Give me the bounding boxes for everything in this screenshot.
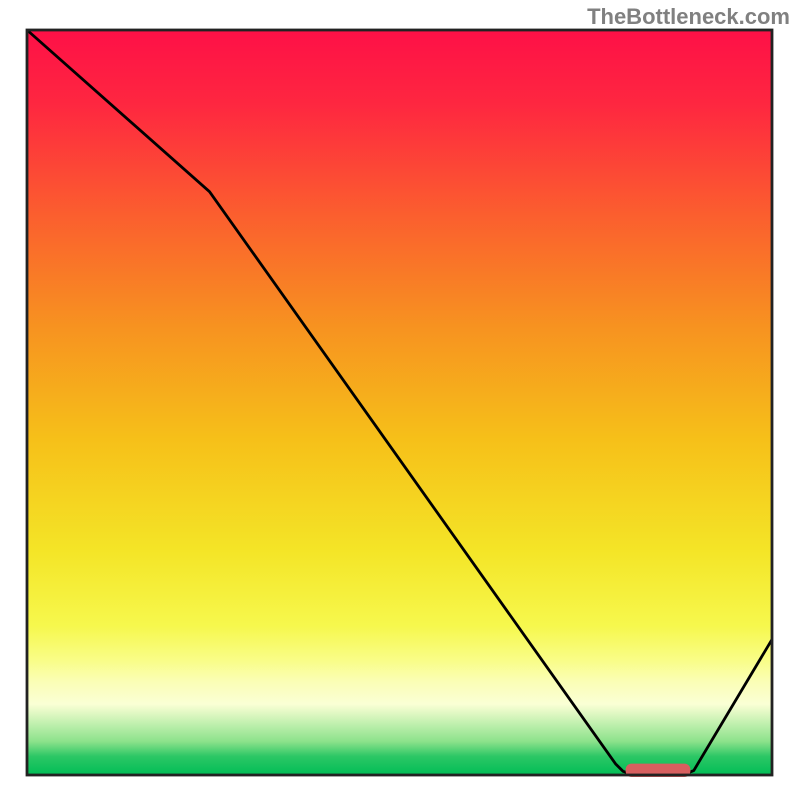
chart-svg [0, 0, 800, 800]
chart-background-gradient [27, 30, 772, 775]
watermark-text: TheBottleneck.com [587, 4, 790, 30]
bottleneck-chart: TheBottleneck.com [0, 0, 800, 800]
